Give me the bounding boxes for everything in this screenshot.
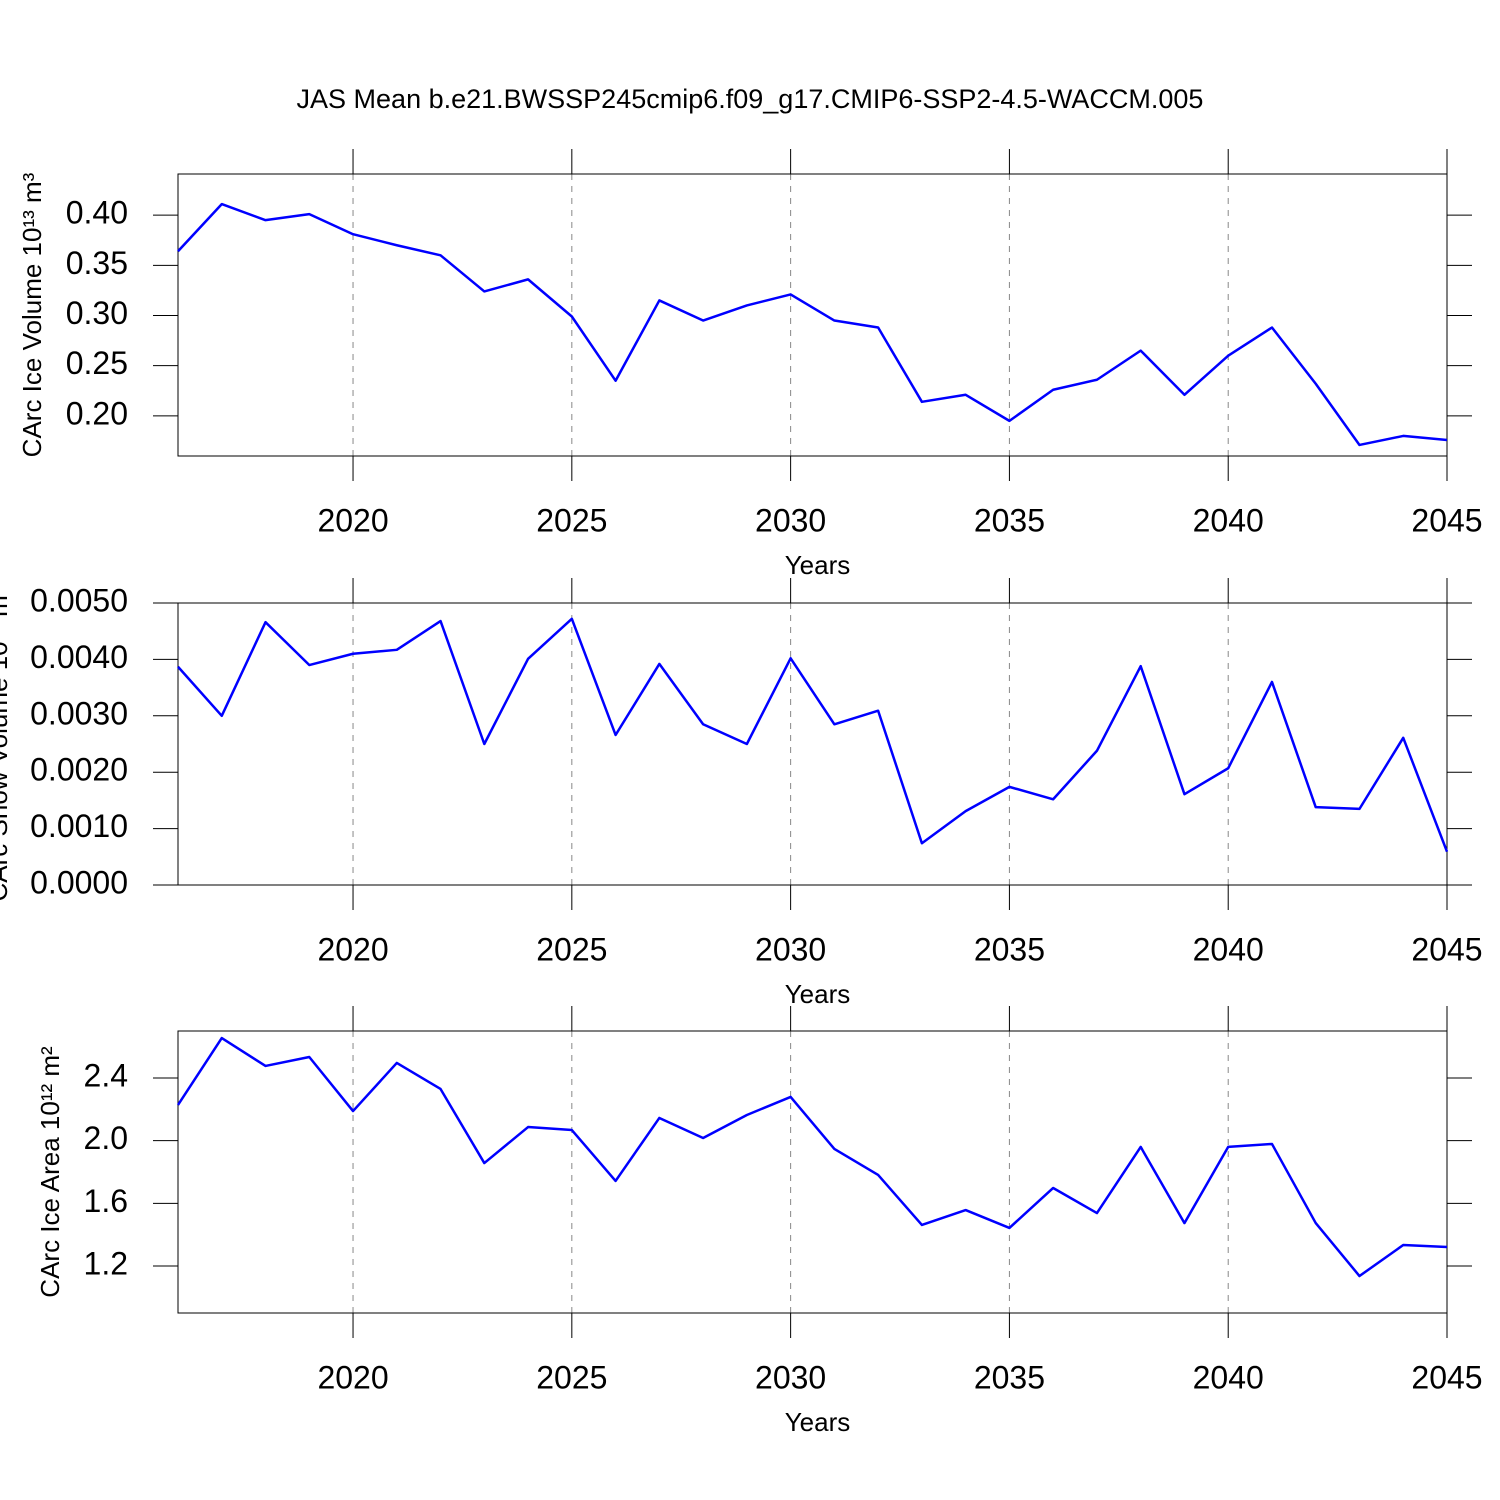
x-tick-label: 2035 xyxy=(974,502,1045,538)
x-tick-label: 2025 xyxy=(536,502,607,538)
plot-frame xyxy=(177,173,1448,457)
x-tick-label: 2035 xyxy=(974,931,1045,967)
x-tick-label: 2035 xyxy=(974,1359,1045,1395)
plot-frame xyxy=(177,1030,1448,1314)
x-tick-label: 2020 xyxy=(317,931,388,967)
x-tick-label: 2040 xyxy=(1193,502,1264,538)
y-tick-label: 2.0 xyxy=(84,1120,128,1156)
y-tick-label: 0.0000 xyxy=(30,864,128,900)
x-axis-label: Years xyxy=(785,979,851,1009)
x-axis-label: Years xyxy=(785,550,851,580)
y-axis-label: CArc Snow Volume 10¹³ m³ xyxy=(0,586,13,901)
x-tick-label: 2030 xyxy=(755,931,826,967)
x-tick-label: 2045 xyxy=(1411,502,1482,538)
x-tick-label: 2030 xyxy=(755,502,826,538)
y-tick-label: 0.30 xyxy=(66,295,128,331)
x-tick-label: 2025 xyxy=(536,931,607,967)
y-tick-label: 0.0050 xyxy=(30,582,128,618)
data-line xyxy=(176,1036,1448,1278)
y-tick-label: 0.20 xyxy=(66,395,128,431)
y-tick-label: 2.4 xyxy=(84,1057,128,1093)
x-axis-label: Years xyxy=(785,1407,851,1437)
x-tick-label: 2020 xyxy=(317,1359,388,1395)
y-tick-label: 0.0040 xyxy=(30,639,128,675)
y-axis-label: CArc Ice Volume 10¹³ m³ xyxy=(17,172,47,457)
y-tick-label: 1.2 xyxy=(84,1245,128,1281)
y-axis-label: CArc Ice Area 10¹² m² xyxy=(35,1046,65,1298)
x-tick-label: 2040 xyxy=(1193,1359,1264,1395)
x-tick-label: 2040 xyxy=(1193,931,1264,967)
figure-title: JAS Mean b.e21.BWSSP245cmip6.f09_g17.CMI… xyxy=(297,84,1204,114)
y-tick-label: 0.35 xyxy=(66,245,128,281)
y-tick-label: 0.25 xyxy=(66,345,128,381)
y-tick-label: 0.0030 xyxy=(30,695,128,731)
plot-frame xyxy=(177,602,1448,886)
x-tick-label: 2030 xyxy=(755,1359,826,1395)
data-line xyxy=(177,202,1448,447)
y-tick-label: 0.0010 xyxy=(30,808,128,844)
x-tick-label: 2045 xyxy=(1411,931,1482,967)
y-tick-label: 1.6 xyxy=(84,1183,128,1219)
y-tick-label: 0.0020 xyxy=(30,752,128,788)
data-line xyxy=(177,617,1449,853)
x-tick-label: 2025 xyxy=(536,1359,607,1395)
y-tick-label: 0.40 xyxy=(66,195,128,231)
x-tick-label: 2045 xyxy=(1411,1359,1482,1395)
x-tick-label: 2020 xyxy=(317,502,388,538)
